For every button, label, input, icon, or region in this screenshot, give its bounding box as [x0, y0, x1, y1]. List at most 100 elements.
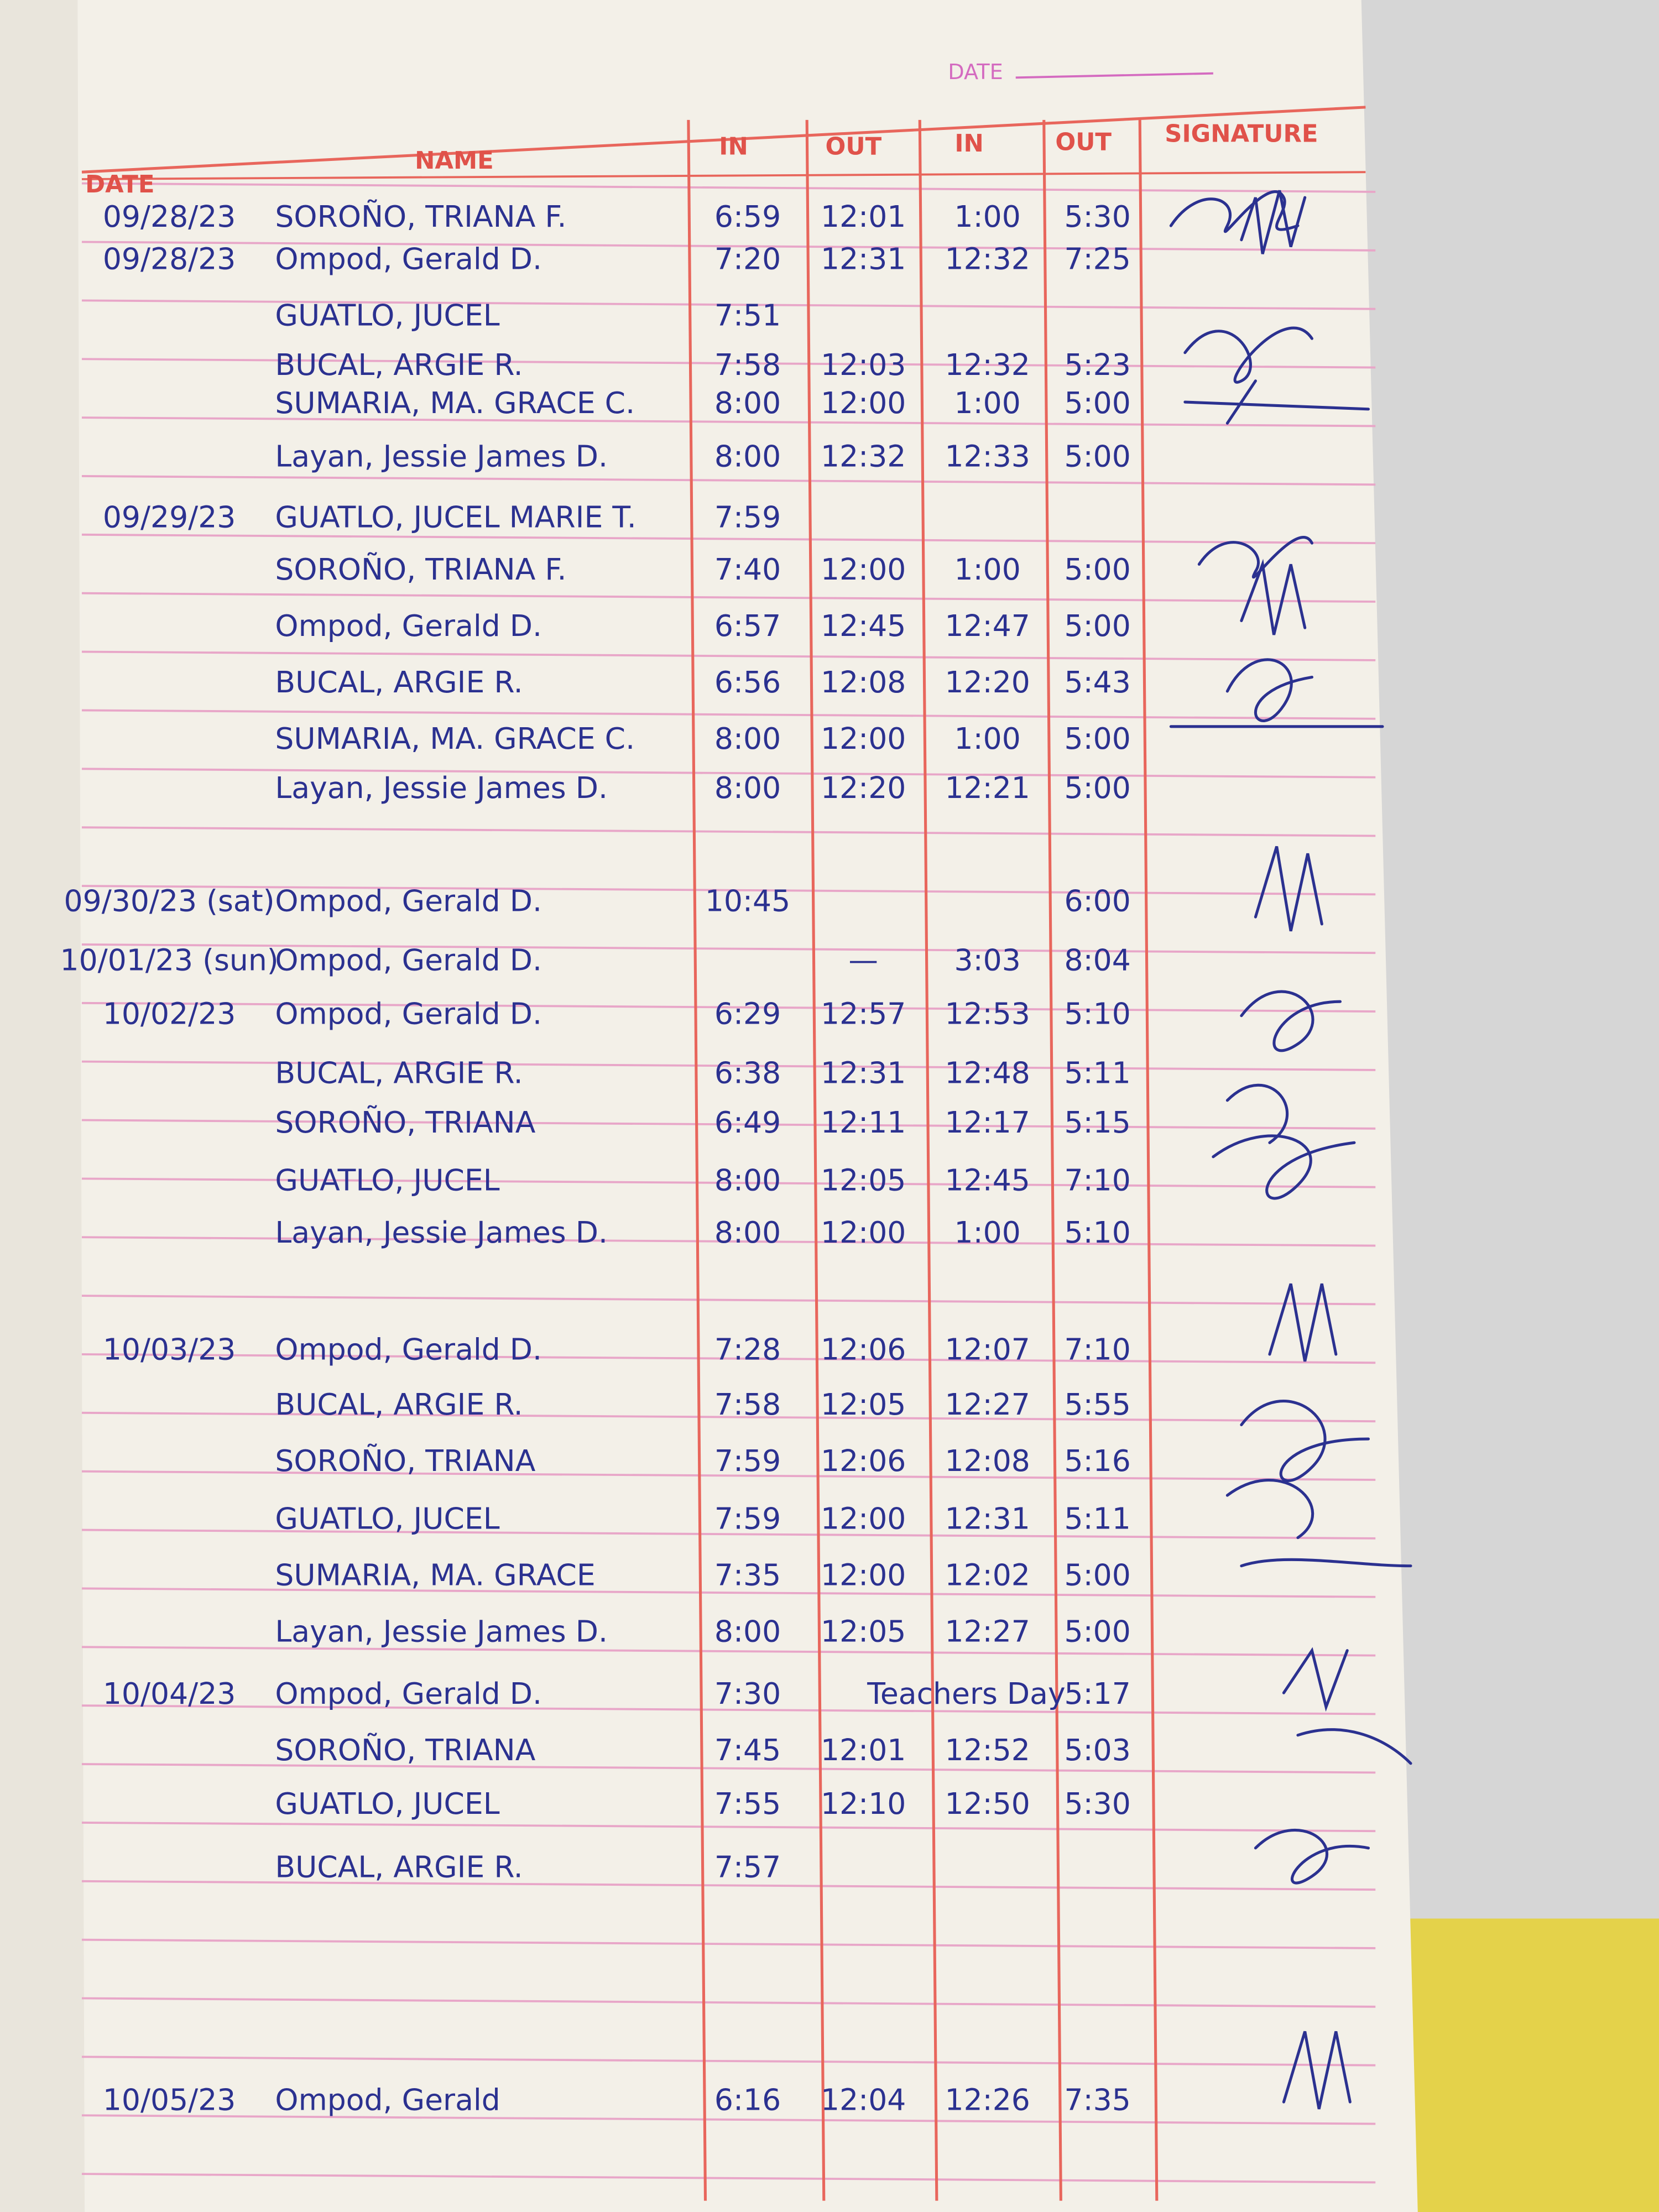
- left-page: [0, 0, 85, 2212]
- time-cell: 7:35: [714, 1558, 781, 1593]
- ruled-line: [81, 2056, 1376, 2067]
- time-cell: 12:00: [821, 1558, 906, 1593]
- name-cell: GUATLO, JUCEL: [275, 298, 499, 333]
- name-cell: GUATLO, JUCEL: [275, 1501, 499, 1536]
- ruled-line: [81, 1119, 1376, 1130]
- ruled-line: [81, 1997, 1376, 2008]
- column-line: [1042, 119, 1062, 2201]
- ruled-line: [81, 1880, 1376, 1891]
- ruled-line: [81, 1938, 1376, 1949]
- time-cell: 12:52: [945, 1733, 1030, 1767]
- time-cell: 12:06: [821, 1443, 906, 1478]
- header-line: [81, 171, 1366, 180]
- time-cell: 12:53: [945, 996, 1030, 1031]
- time-cell: 12:10: [821, 1786, 906, 1821]
- time-cell: 5:00: [1065, 608, 1131, 643]
- ruled-line: [81, 1060, 1376, 1071]
- name-cell: GUATLO, JUCEL: [275, 1162, 499, 1197]
- time-cell: —: [848, 942, 878, 977]
- signature: [1225, 1283, 1412, 1568]
- time-cell: 7:25: [1065, 242, 1131, 276]
- date-cell: 10/02/23: [103, 996, 236, 1031]
- ruled-line: [81, 533, 1376, 545]
- time-cell: 12:07: [945, 1332, 1030, 1367]
- time-cell: 5:00: [1065, 385, 1131, 420]
- name-cell: GUATLO, JUCEL MARIE T.: [275, 499, 636, 534]
- header-line: [81, 106, 1366, 174]
- time-cell: 5:00: [1065, 721, 1131, 756]
- time-cell: 12:45: [945, 1162, 1030, 1197]
- ruling: [81, 106, 1376, 2201]
- signature: [1169, 190, 1307, 254]
- column-header: NAME: [415, 147, 494, 175]
- ruled-line: [81, 2173, 1376, 2184]
- time-cell: 12:33: [945, 439, 1030, 474]
- time-cell: 12:00: [821, 721, 906, 756]
- time-cell: 12:00: [821, 1215, 906, 1250]
- time-cell: 7:28: [714, 1332, 781, 1367]
- name-cell: SOROÑO, TRIANA F.: [275, 199, 566, 234]
- column-header: IN: [954, 130, 983, 158]
- name-cell: SUMARIA, MA. GRACE C.: [275, 721, 635, 756]
- ruled-line: [81, 182, 1376, 193]
- time-cell: 12:05: [821, 1614, 906, 1649]
- time-cell: 8:00: [714, 770, 781, 805]
- time-cell: 7:20: [714, 242, 781, 276]
- time-cell: 8:00: [714, 1614, 781, 1649]
- name-cell: BUCAL, ARGIE R.: [275, 347, 523, 382]
- ruled-line: [81, 241, 1376, 252]
- yellow-corner: [1368, 1918, 1659, 2212]
- time-cell: 7:55: [714, 1786, 781, 1821]
- column-line: [805, 119, 826, 2201]
- time-cell: 12:05: [821, 1162, 906, 1197]
- time-cell: 5:00: [1065, 439, 1131, 474]
- time-cell: 12:45: [821, 608, 906, 643]
- time-cell: 5:55: [1065, 1387, 1131, 1422]
- time-cell: 8:04: [1065, 942, 1131, 977]
- time-cell: 5:10: [1065, 996, 1131, 1031]
- time-cell: 12:08: [945, 1443, 1030, 1478]
- time-cell: 12:20: [945, 665, 1030, 700]
- name-cell: Layan, Jessie James D.: [275, 1614, 608, 1649]
- time-cell: 5:00: [1065, 1558, 1131, 1593]
- time-cell: 8:00: [714, 385, 781, 420]
- name-cell: BUCAL, ARGIE R.: [275, 665, 523, 700]
- time-cell: 5:10: [1065, 1215, 1131, 1250]
- time-cell: 5:11: [1065, 1056, 1131, 1091]
- name-cell: Layan, Jessie James D.: [275, 770, 608, 805]
- time-cell: 7:10: [1065, 1162, 1131, 1197]
- column-header: DATE: [85, 171, 154, 199]
- signatures: [1169, 190, 1412, 2110]
- ruled-line: [81, 2114, 1376, 2125]
- time-cell: 6:16: [714, 2083, 781, 2117]
- time-cell: 12:02: [945, 1558, 1030, 1593]
- time-cell: 10:45: [705, 883, 790, 918]
- time-cell: 12:57: [821, 996, 906, 1031]
- time-cell: 6:00: [1065, 883, 1131, 918]
- time-cell: 6:56: [714, 665, 781, 700]
- name-cell: SUMARIA, MA. GRACE: [275, 1558, 595, 1593]
- date-cell: 10/01/23 (sun): [60, 942, 279, 977]
- paper: [77, 0, 1418, 2212]
- time-cell: 12:47: [945, 608, 1030, 643]
- time-cell: 5:30: [1065, 199, 1131, 234]
- date-cell: 10/04/23: [103, 1676, 236, 1711]
- time-cell: 12:27: [945, 1387, 1030, 1422]
- time-cell: 6:49: [714, 1105, 781, 1140]
- time-cell: 12:00: [821, 552, 906, 587]
- ruled-line: [81, 1528, 1376, 1540]
- date-label: DATE: [948, 60, 1003, 85]
- time-cell: 12:26: [945, 2083, 1030, 2117]
- name-cell: Ompod, Gerald D.: [275, 996, 542, 1031]
- time-cell: 7:10: [1065, 1332, 1131, 1367]
- time-cell: 7:35: [1065, 2083, 1131, 2117]
- name-cell: Ompod, Gerald D.: [275, 942, 542, 977]
- ruled-line: [81, 592, 1376, 603]
- ruled-line: [81, 826, 1376, 837]
- name-cell: Layan, Jessie James D.: [275, 1215, 608, 1250]
- name-cell: Layan, Jessie James D.: [275, 439, 608, 474]
- time-cell: 3:03: [954, 942, 1021, 977]
- date-cell: 09/29/23: [103, 499, 236, 534]
- name-cell: Ompod, Gerald D.: [275, 608, 542, 643]
